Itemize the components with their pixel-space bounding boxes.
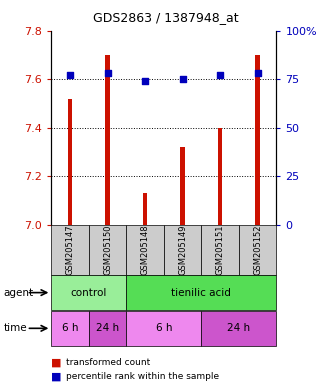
Bar — [201, 311, 276, 346]
Text: 24 h: 24 h — [227, 323, 251, 333]
Bar — [218, 127, 222, 225]
Text: time: time — [3, 323, 27, 333]
Text: 6 h: 6 h — [156, 323, 172, 333]
Text: GSM205152: GSM205152 — [253, 224, 262, 275]
Bar — [143, 193, 147, 225]
Bar — [68, 99, 72, 225]
Bar — [51, 225, 89, 275]
Text: transformed count: transformed count — [66, 358, 151, 367]
Text: tienilic acid: tienilic acid — [171, 288, 231, 298]
Text: percentile rank within the sample: percentile rank within the sample — [66, 372, 219, 381]
Point — [255, 70, 260, 76]
Bar — [51, 275, 126, 310]
Text: 24 h: 24 h — [96, 323, 119, 333]
Text: agent: agent — [3, 288, 33, 298]
Bar — [105, 55, 110, 225]
Point — [142, 78, 148, 84]
Bar — [126, 225, 164, 275]
Text: GSM205148: GSM205148 — [141, 224, 150, 275]
Text: GSM205149: GSM205149 — [178, 224, 187, 275]
Text: ■: ■ — [51, 371, 65, 381]
Point — [180, 76, 185, 82]
Bar — [164, 225, 201, 275]
Text: control: control — [71, 288, 107, 298]
Bar — [180, 147, 185, 225]
Text: GDS2863 / 1387948_at: GDS2863 / 1387948_at — [93, 12, 238, 25]
Point — [105, 70, 110, 76]
Bar — [51, 311, 89, 346]
Point — [68, 72, 73, 78]
Text: ■: ■ — [51, 358, 65, 368]
Text: GSM205151: GSM205151 — [215, 224, 225, 275]
Text: GSM205150: GSM205150 — [103, 224, 112, 275]
Text: GSM205147: GSM205147 — [66, 224, 74, 275]
Bar — [126, 275, 276, 310]
Bar — [256, 55, 260, 225]
Bar — [126, 311, 201, 346]
Bar — [89, 311, 126, 346]
Text: 6 h: 6 h — [62, 323, 78, 333]
Bar — [239, 225, 276, 275]
Bar — [89, 225, 126, 275]
Point — [217, 72, 223, 78]
Bar — [201, 225, 239, 275]
